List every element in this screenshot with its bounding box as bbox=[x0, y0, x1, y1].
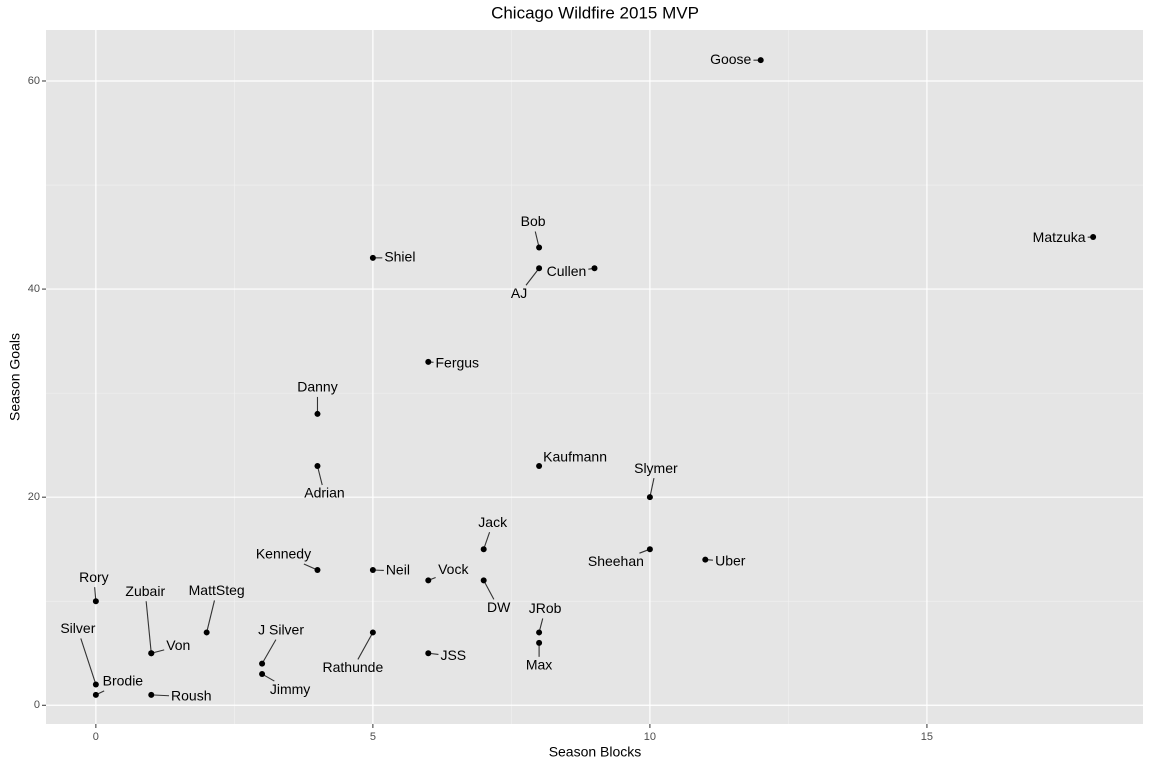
leader-line bbox=[145, 601, 152, 654]
point bbox=[757, 57, 764, 64]
point-label: Cullen bbox=[547, 263, 587, 279]
point bbox=[92, 681, 99, 688]
point bbox=[591, 265, 598, 272]
x-tick-label: 0 bbox=[93, 731, 99, 743]
point bbox=[259, 671, 266, 678]
point-label: Rathunde bbox=[323, 659, 384, 675]
point bbox=[148, 650, 155, 657]
leader-line bbox=[357, 632, 374, 660]
point-label: Shiel bbox=[384, 249, 415, 265]
point-label: Vock bbox=[438, 561, 469, 577]
point-label: AJ bbox=[511, 285, 527, 301]
leader-line bbox=[649, 478, 655, 498]
x-axis-label: Season Blocks bbox=[549, 744, 642, 760]
point-label: Neil bbox=[386, 562, 410, 578]
point bbox=[646, 494, 653, 501]
point bbox=[148, 691, 155, 698]
point-label: Silver bbox=[60, 620, 95, 636]
point bbox=[92, 691, 99, 698]
point-label: Jimmy bbox=[270, 681, 310, 697]
y-tick-label: 0 bbox=[34, 699, 40, 711]
chart-title: Chicago Wildfire 2015 MVP bbox=[491, 3, 699, 22]
point-label: Rory bbox=[79, 569, 109, 585]
point bbox=[259, 660, 266, 667]
point bbox=[369, 254, 376, 261]
leader-line bbox=[261, 639, 277, 664]
point-label: Von bbox=[166, 637, 190, 653]
panel bbox=[46, 30, 1143, 724]
point-label: Jack bbox=[478, 514, 508, 530]
point bbox=[369, 567, 376, 574]
point bbox=[425, 650, 432, 657]
point bbox=[203, 629, 210, 636]
point-label: Bob bbox=[521, 213, 546, 229]
point-label: DW bbox=[487, 599, 511, 615]
point bbox=[646, 546, 653, 553]
point bbox=[536, 244, 543, 251]
point-label: Max bbox=[526, 657, 552, 673]
point-label: Slymer bbox=[634, 460, 678, 476]
leader-line bbox=[316, 465, 323, 486]
y-tick-label: 20 bbox=[28, 491, 40, 503]
point bbox=[314, 410, 321, 417]
point bbox=[314, 462, 321, 469]
point-label: Adrian bbox=[304, 485, 344, 501]
x-tick-label: 15 bbox=[921, 731, 933, 743]
point bbox=[702, 556, 709, 563]
point-label: Goose bbox=[710, 51, 751, 67]
point bbox=[425, 358, 432, 365]
x-tick-label: 10 bbox=[644, 731, 656, 743]
point bbox=[92, 598, 99, 605]
point bbox=[536, 629, 543, 636]
point bbox=[480, 546, 487, 553]
point bbox=[536, 462, 543, 469]
point bbox=[314, 567, 321, 574]
leader-line bbox=[525, 267, 540, 286]
point-label: Kaufmann bbox=[543, 449, 607, 465]
point-label: MattSteg bbox=[189, 582, 245, 598]
point bbox=[425, 577, 432, 584]
leader-line bbox=[80, 638, 97, 685]
point-label: Danny bbox=[297, 379, 337, 395]
point bbox=[536, 639, 543, 646]
y-tick-label: 60 bbox=[28, 75, 40, 87]
y-tick-label: 40 bbox=[28, 283, 40, 295]
leader-line bbox=[206, 600, 216, 633]
point-label: Kennedy bbox=[256, 546, 311, 562]
point-label: J Silver bbox=[258, 621, 304, 637]
x-tick-label: 5 bbox=[370, 731, 376, 743]
point bbox=[536, 265, 543, 272]
point-label: JRob bbox=[529, 600, 562, 616]
point-label: Fergus bbox=[435, 355, 479, 371]
point-label: JSS bbox=[440, 647, 466, 663]
point-label: Roush bbox=[171, 688, 211, 704]
point bbox=[1090, 234, 1097, 241]
y-axis-label: Season Goals bbox=[7, 333, 23, 421]
point bbox=[480, 577, 487, 584]
point-label: Matzuka bbox=[1033, 229, 1086, 245]
point-label: Uber bbox=[715, 552, 746, 568]
point-label: Sheehan bbox=[588, 553, 644, 569]
point-label: Brodie bbox=[103, 673, 144, 689]
point-label: Zubair bbox=[125, 583, 165, 599]
leader-line bbox=[483, 580, 495, 600]
point bbox=[369, 629, 376, 636]
